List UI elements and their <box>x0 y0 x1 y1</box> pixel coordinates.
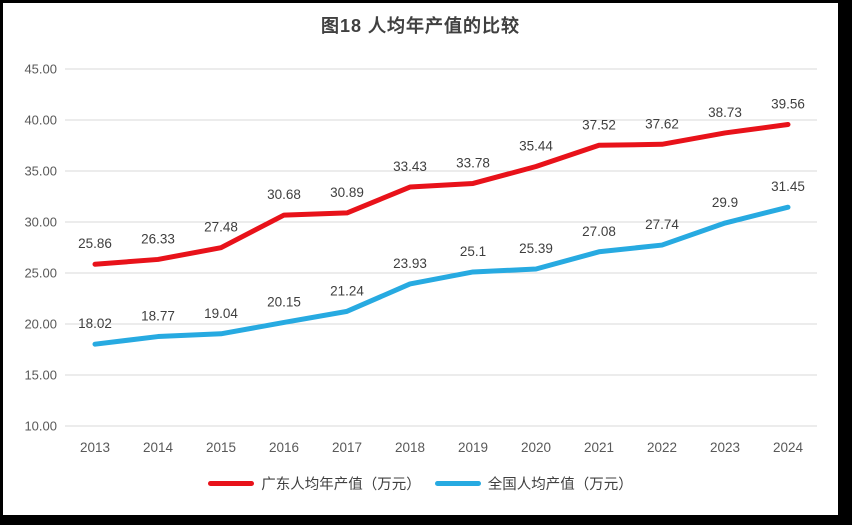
x-tick-label: 2021 <box>584 440 614 455</box>
series-line <box>92 204 791 347</box>
y-tick-label: 45.00 <box>24 62 57 77</box>
data-label: 23.93 <box>393 256 427 271</box>
data-label: 18.77 <box>141 309 175 324</box>
data-label: 26.33 <box>141 231 175 246</box>
x-tick-label: 2018 <box>395 440 425 455</box>
data-label: 30.68 <box>267 187 301 202</box>
legend-swatch <box>208 481 255 486</box>
data-label: 33.78 <box>456 155 490 170</box>
chart-legend: 广东人均年产值（万元） 全国人均产值（万元） <box>3 473 838 494</box>
data-label: 20.15 <box>267 294 301 309</box>
data-label: 19.04 <box>204 306 238 321</box>
data-label: 25.1 <box>460 244 486 259</box>
y-tick-label: 35.00 <box>24 164 57 179</box>
data-label: 37.52 <box>582 117 616 132</box>
data-label: 18.02 <box>78 316 112 331</box>
data-label: 31.45 <box>771 179 805 194</box>
x-tick-label: 2017 <box>332 440 362 455</box>
y-tick-label: 15.00 <box>24 368 57 383</box>
legend-swatch <box>434 481 481 486</box>
data-label: 35.44 <box>519 139 553 154</box>
legend-label: 广东人均年产值（万元） <box>261 477 421 493</box>
data-label: 25.39 <box>519 241 553 256</box>
x-tick-label: 2016 <box>269 440 299 455</box>
line-chart: 10.00 15.00 20.00 25.00 30.00 35.00 40.00 45.00… <box>24 62 817 455</box>
data-label: 38.73 <box>708 105 742 120</box>
data-label: 21.24 <box>330 283 364 298</box>
data-label: 37.62 <box>645 116 679 131</box>
y-tick-label: 20.00 <box>24 317 57 332</box>
x-tick-label: 2024 <box>773 440 804 455</box>
data-label: 25.86 <box>78 236 112 251</box>
data-label: 29.9 <box>712 195 738 210</box>
x-tick-label: 2015 <box>206 440 236 455</box>
data-label: 27.48 <box>204 220 238 235</box>
x-tick-label: 2023 <box>710 440 740 455</box>
data-label: 39.56 <box>771 96 805 111</box>
x-tick-label: 2019 <box>458 440 488 455</box>
chart-title: 图18 人均年产值的比较 <box>320 16 521 36</box>
x-tick-label: 2020 <box>521 440 551 455</box>
x-tick-label: 2014 <box>143 440 174 455</box>
data-label: 27.08 <box>582 224 616 239</box>
y-tick-label: 30.00 <box>24 215 57 230</box>
x-tick-label: 2013 <box>80 440 110 455</box>
data-label: 33.43 <box>393 159 427 174</box>
y-tick-label: 25.00 <box>24 266 57 281</box>
legend-item-guangdong: 广东人均年产值（万元） <box>208 473 421 494</box>
data-label: 30.89 <box>330 185 364 200</box>
legend-label: 全国人均产值（万元） <box>487 477 633 493</box>
y-tick-label: 40.00 <box>24 113 57 128</box>
series-line <box>92 121 791 267</box>
legend-item-national: 全国人均产值（万元） <box>434 473 633 494</box>
y-tick-label: 10.00 <box>24 419 57 434</box>
x-tick-label: 2022 <box>647 440 677 455</box>
data-label: 27.74 <box>645 217 679 232</box>
